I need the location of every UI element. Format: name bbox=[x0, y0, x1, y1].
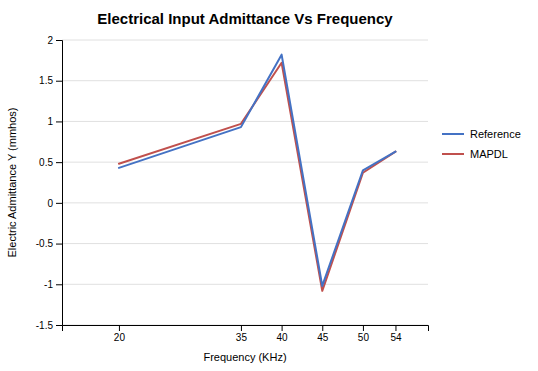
y-tick-label: 2 bbox=[47, 35, 53, 46]
legend-item: Reference bbox=[442, 128, 521, 140]
grid-line bbox=[62, 202, 428, 203]
grid-line bbox=[62, 162, 428, 163]
x-tick-label: 40 bbox=[277, 332, 289, 343]
y-tick: 1.5 bbox=[39, 75, 62, 86]
legend-item: MAPDL bbox=[442, 148, 508, 160]
y-axis: -1.5 -1 -0.5 0 0.5 1 1.5 2 bbox=[36, 35, 63, 331]
legend-swatch bbox=[442, 133, 464, 135]
y-tick: -1.5 bbox=[36, 320, 62, 331]
legend-label: MAPDL bbox=[470, 148, 508, 160]
y-tick-mark bbox=[56, 40, 62, 41]
y-tick-mark bbox=[56, 162, 62, 163]
x-tick-label: 54 bbox=[390, 332, 402, 343]
x-tick-label: 45 bbox=[317, 332, 329, 343]
y-tick-mark bbox=[56, 203, 62, 204]
x-tick-mark bbox=[395, 325, 396, 331]
y-tick-mark bbox=[56, 325, 62, 326]
x-tick-mark bbox=[282, 325, 283, 331]
x-tick-label: 50 bbox=[358, 332, 370, 343]
x-tick: 54 bbox=[390, 325, 402, 343]
y-tick-label: 0.5 bbox=[39, 157, 53, 168]
y-tick-label: -1 bbox=[44, 279, 53, 290]
x-axis: 20 35 40 45 50 54 bbox=[63, 325, 429, 343]
y-axis-line bbox=[56, 41, 63, 326]
y-tick: 0.5 bbox=[39, 157, 62, 168]
legend-swatch bbox=[442, 153, 464, 155]
grid-line bbox=[62, 243, 428, 244]
title: Electrical Input Admittance Vs Frequency bbox=[97, 10, 393, 27]
grid-line bbox=[62, 284, 428, 285]
x-tick-label: 35 bbox=[236, 332, 248, 343]
y-tick-label: -1.5 bbox=[36, 320, 54, 331]
x-tick: 35 bbox=[236, 325, 248, 343]
y-tick: 1 bbox=[47, 116, 62, 127]
x-tick: 40 bbox=[277, 325, 289, 343]
grid-line bbox=[62, 40, 428, 41]
x-axis-line bbox=[63, 326, 429, 332]
y-tick: 2 bbox=[47, 35, 62, 46]
y-tick-label: 1.5 bbox=[39, 75, 53, 86]
y-tick-label: 1 bbox=[47, 116, 53, 127]
x-tick: 50 bbox=[358, 325, 370, 343]
y-axis-label: Electric Admittance Y (mmhos) bbox=[6, 108, 18, 258]
x-tick-mark bbox=[241, 325, 242, 331]
y-tick-label: 0 bbox=[47, 198, 53, 209]
series-line bbox=[119, 55, 396, 286]
y-tick-mark bbox=[56, 121, 62, 122]
x-tick-mark bbox=[322, 325, 323, 331]
y-tick: -1 bbox=[44, 279, 62, 290]
plot-area: 20 35 40 45 50 54 -1.5 -1 -0.5 0 0.5 1 1.5 2 bbox=[36, 35, 429, 343]
y-tick-mark bbox=[56, 244, 62, 245]
grid-line bbox=[62, 80, 428, 81]
legend: Reference MAPDL bbox=[442, 128, 521, 160]
y-tick-mark bbox=[56, 81, 62, 82]
x-tick-mark bbox=[119, 325, 120, 331]
x-tick-mark bbox=[363, 325, 364, 331]
x-tick: 20 bbox=[114, 325, 126, 343]
y-tick: -0.5 bbox=[36, 238, 62, 249]
x-tick-label: 20 bbox=[114, 332, 126, 343]
series-group bbox=[119, 55, 396, 291]
legend-label: Reference bbox=[470, 128, 521, 140]
x-tick: 45 bbox=[317, 325, 329, 343]
y-tick: 0 bbox=[47, 198, 62, 209]
y-tick-label: -0.5 bbox=[36, 238, 54, 249]
grid bbox=[62, 40, 428, 325]
chart: 20 35 40 45 50 54 -1.5 -1 -0.5 0 0.5 1 1.5 2 Electrica… bbox=[0, 0, 538, 371]
x-axis-label: Frequency (KHz) bbox=[203, 351, 286, 363]
y-tick-mark bbox=[56, 284, 62, 285]
